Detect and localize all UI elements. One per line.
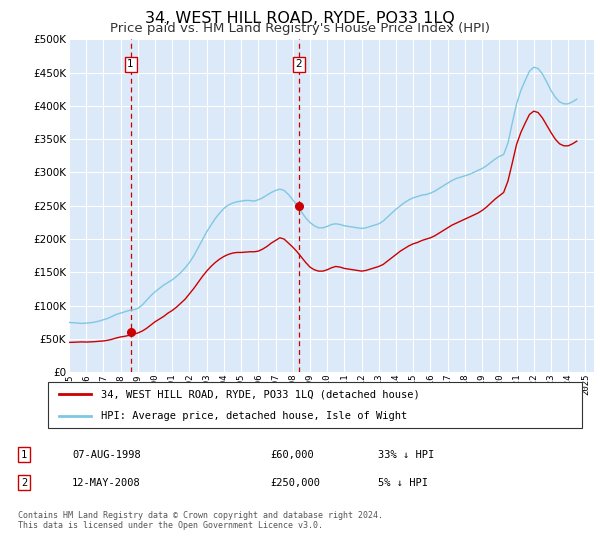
Text: 33% ↓ HPI: 33% ↓ HPI bbox=[378, 450, 434, 460]
Text: 34, WEST HILL ROAD, RYDE, PO33 1LQ: 34, WEST HILL ROAD, RYDE, PO33 1LQ bbox=[145, 11, 455, 26]
Text: 2: 2 bbox=[21, 478, 27, 488]
Text: 07-AUG-1998: 07-AUG-1998 bbox=[72, 450, 141, 460]
Text: 12-MAY-2008: 12-MAY-2008 bbox=[72, 478, 141, 488]
FancyBboxPatch shape bbox=[48, 382, 582, 428]
Text: Contains HM Land Registry data © Crown copyright and database right 2024.
This d: Contains HM Land Registry data © Crown c… bbox=[18, 511, 383, 530]
Text: 34, WEST HILL ROAD, RYDE, PO33 1LQ (detached house): 34, WEST HILL ROAD, RYDE, PO33 1LQ (deta… bbox=[101, 389, 420, 399]
Text: £250,000: £250,000 bbox=[270, 478, 320, 488]
Text: 1: 1 bbox=[21, 450, 27, 460]
Text: 1: 1 bbox=[127, 59, 134, 69]
Text: HPI: Average price, detached house, Isle of Wight: HPI: Average price, detached house, Isle… bbox=[101, 411, 407, 421]
Text: 5% ↓ HPI: 5% ↓ HPI bbox=[378, 478, 428, 488]
Text: 2: 2 bbox=[296, 59, 302, 69]
Text: £60,000: £60,000 bbox=[270, 450, 314, 460]
Text: Price paid vs. HM Land Registry's House Price Index (HPI): Price paid vs. HM Land Registry's House … bbox=[110, 22, 490, 35]
